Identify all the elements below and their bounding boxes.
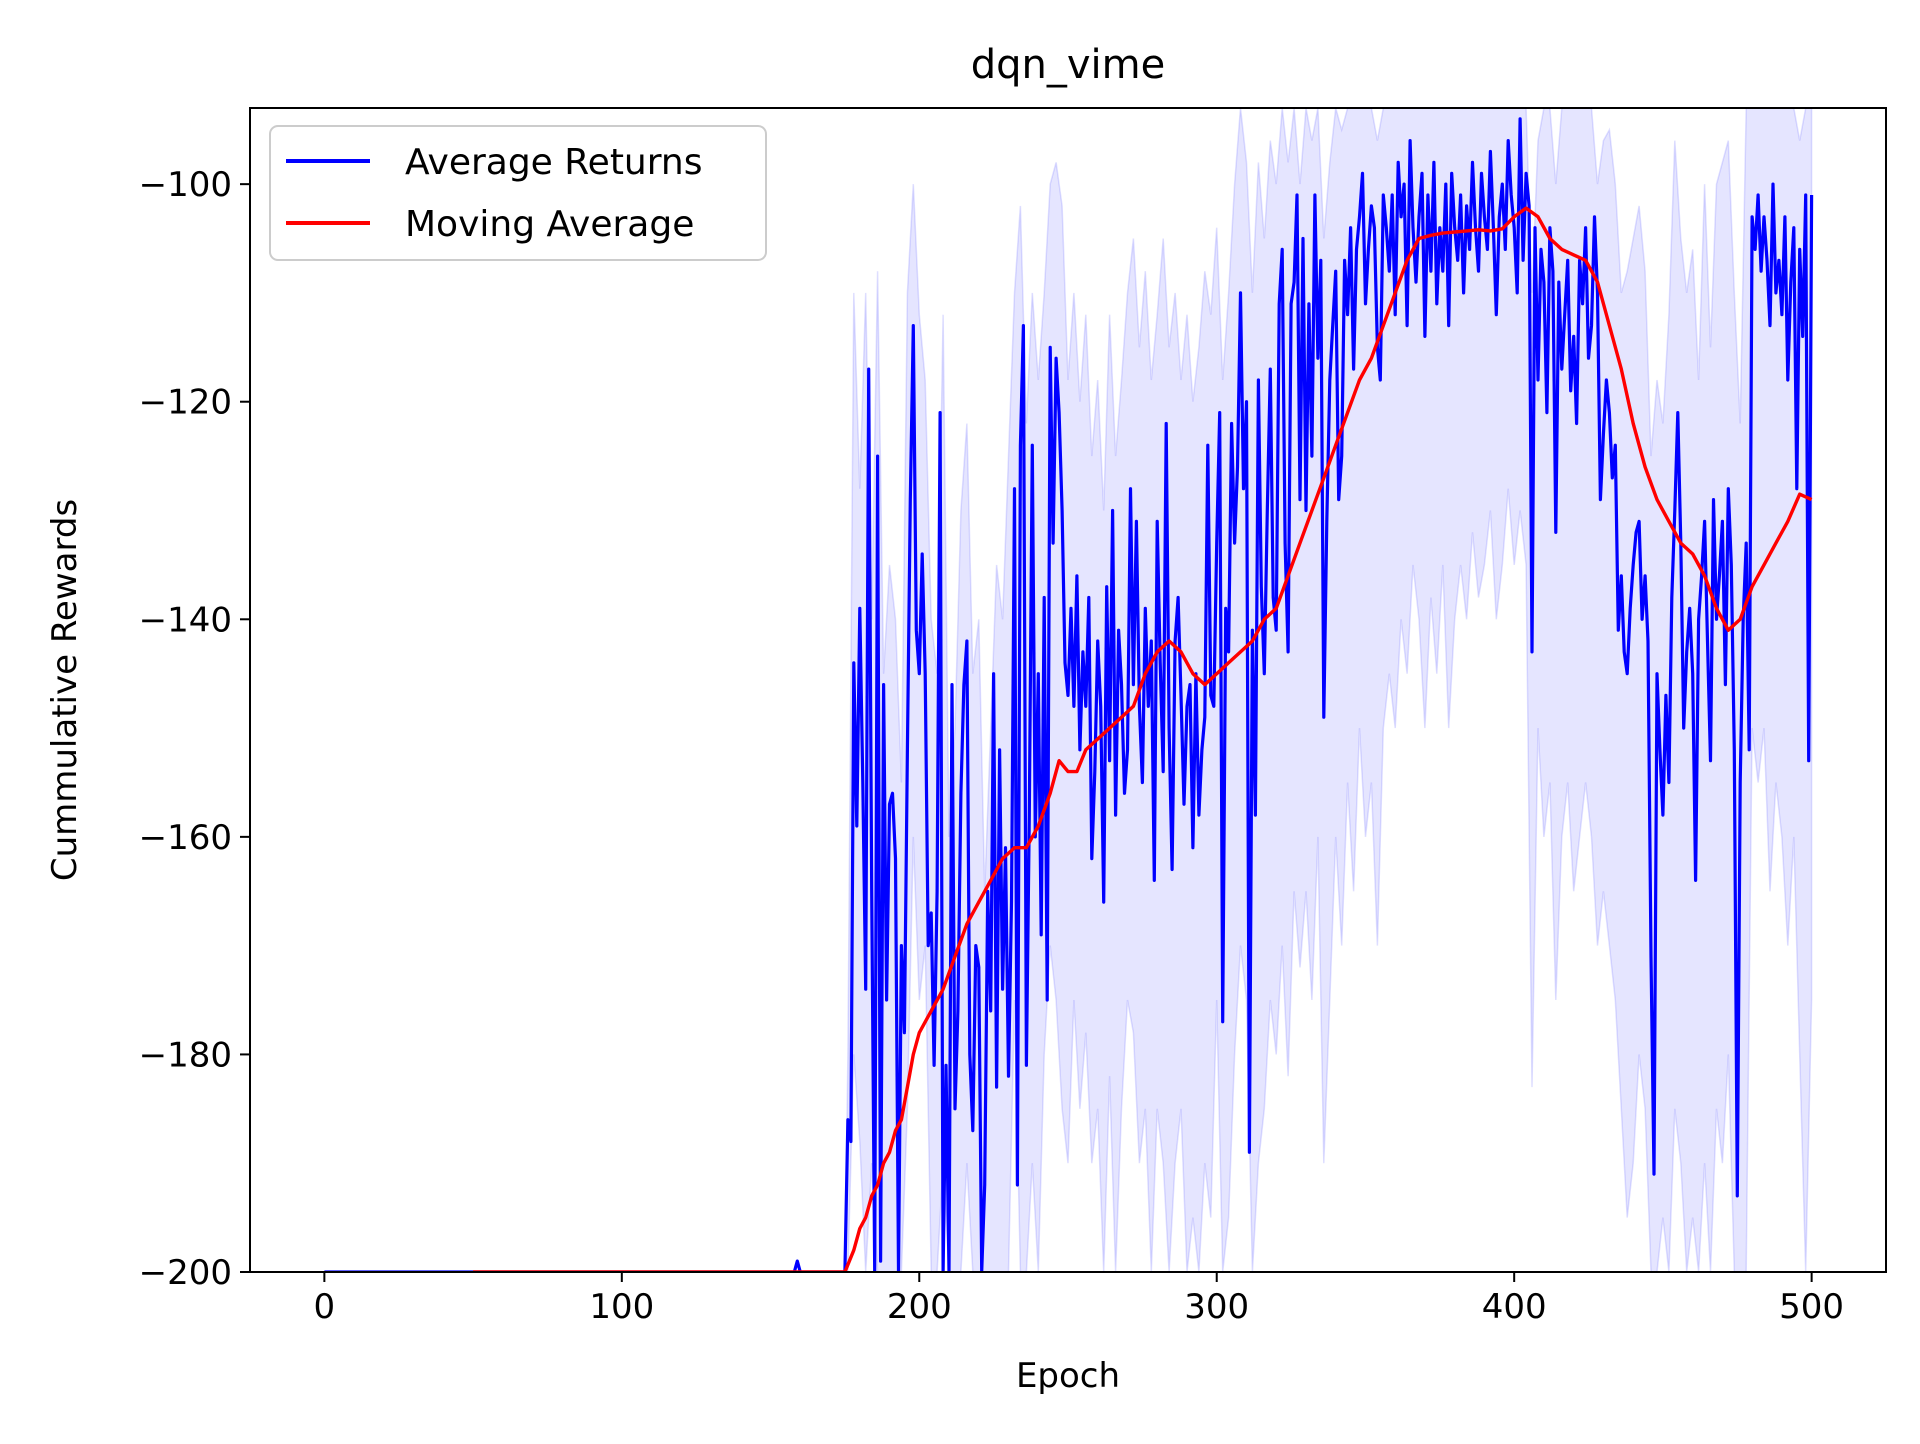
x-tick-label: 100 <box>589 1287 654 1327</box>
series-layer <box>324 117 1814 1272</box>
series-line-average-returns <box>324 117 1814 1272</box>
x-axis: 0 100 200 300 400 500 <box>314 1272 1844 1327</box>
legend-box <box>269 125 767 261</box>
x-tick-label: 200 <box>887 1287 952 1327</box>
x-tick-label: 300 <box>1184 1287 1249 1327</box>
chart-title: dqn_vime <box>971 42 1166 88</box>
y-tick-label: −140 <box>139 600 232 640</box>
y-axis: −200 −180 −160 −140 −120 −100 <box>139 165 250 1293</box>
y-axis-label: Cummulative Rewards <box>45 499 85 881</box>
band-layer <box>844 108 1813 1272</box>
legend-label-moving-average: Moving Average <box>405 204 694 245</box>
y-tick-label: −120 <box>139 383 232 423</box>
y-tick-label: −100 <box>139 165 232 205</box>
y-tick-label: −160 <box>139 818 232 858</box>
series-line-moving-average <box>473 206 1813 1272</box>
legend-label-average-returns: Average Returns <box>405 142 703 183</box>
x-tick-label: 0 <box>314 1287 336 1327</box>
x-tick-label: 400 <box>1482 1287 1547 1327</box>
plot-frame <box>249 107 1887 1273</box>
y-tick-label: −200 <box>139 1253 232 1293</box>
confidence-band <box>844 108 1813 1272</box>
x-axis-label: Epoch <box>1016 1356 1120 1396</box>
y-tick-label: −180 <box>139 1035 232 1075</box>
legend: Average Returns Moving Average <box>269 125 767 261</box>
x-tick-label: 500 <box>1779 1287 1844 1327</box>
